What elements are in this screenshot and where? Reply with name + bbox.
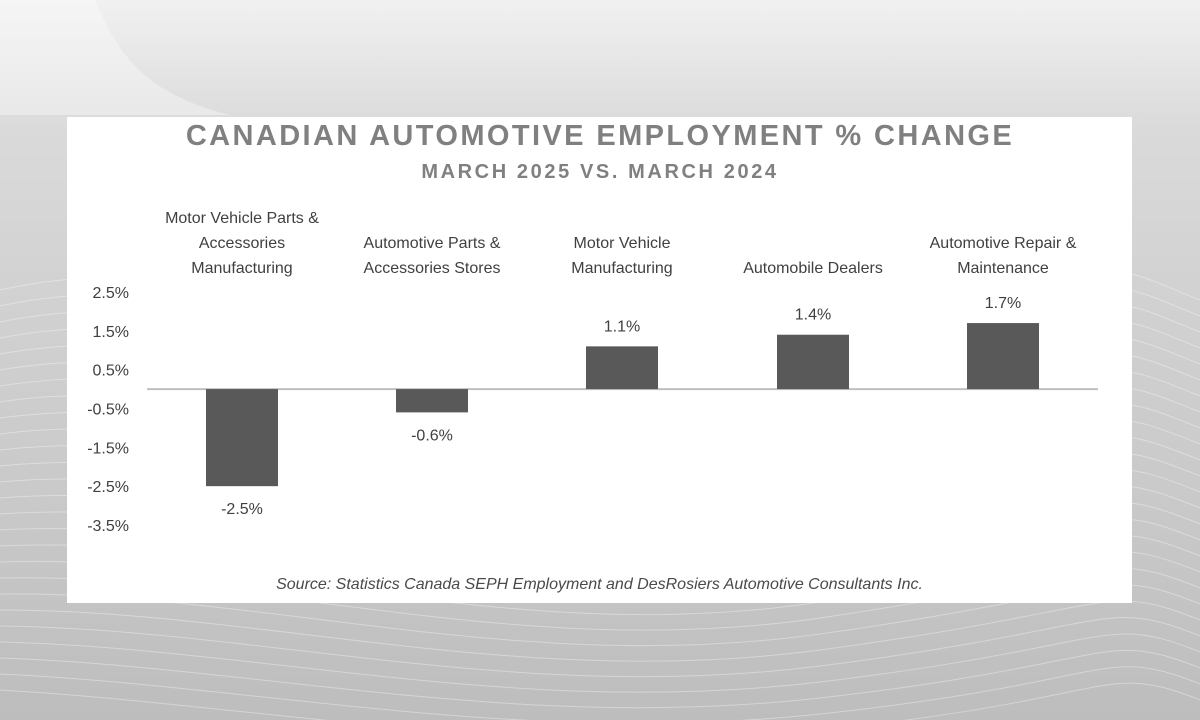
background-wave-line — [0, 682, 1200, 720]
data-label: -0.6% — [411, 427, 453, 444]
background-wave-line — [0, 666, 1200, 720]
data-label: -2.5% — [221, 501, 263, 518]
category-label: Motor Vehicle — [574, 235, 671, 252]
bar — [396, 389, 468, 413]
category-label: Automobile Dealers — [743, 260, 883, 277]
chart-subtitle: MARCH 2025 VS. MARCH 2024 — [421, 161, 779, 183]
bar — [967, 323, 1039, 390]
y-tick-label: 2.5% — [93, 285, 129, 302]
category-label: Motor Vehicle Parts & — [165, 210, 319, 227]
bar — [586, 346, 658, 390]
data-label: 1.4% — [795, 307, 831, 324]
bar — [777, 334, 849, 390]
category-label: Accessories Stores — [364, 260, 501, 277]
y-tick-label: 1.5% — [93, 324, 129, 341]
category-label: Maintenance — [957, 260, 1049, 277]
category-label: Accessories — [199, 235, 285, 252]
y-tick-label: -2.5% — [87, 479, 129, 496]
y-tick-label: -0.5% — [87, 402, 129, 419]
y-tick-label: -3.5% — [87, 518, 129, 535]
source-note: Source: Statistics Canada SEPH Employmen… — [276, 576, 923, 593]
bar — [206, 389, 278, 487]
background-wave-line — [0, 617, 1200, 678]
category-label: Automotive Repair & — [930, 235, 1077, 252]
chart-title: CANADIAN AUTOMOTIVE EMPLOYMENT % CHANGE — [185, 120, 1015, 152]
y-tick-label: -1.5% — [87, 440, 129, 457]
data-label: 1.7% — [985, 295, 1021, 312]
background-glow — [0, 0, 230, 115]
category-label: Manufacturing — [191, 260, 292, 277]
background-wave-line — [0, 649, 1200, 709]
category-label: Automotive Parts & — [364, 235, 501, 252]
category-label: Manufacturing — [571, 260, 672, 277]
y-tick-label: 0.5% — [93, 363, 129, 380]
background-wave-line — [0, 633, 1200, 693]
data-label: 1.1% — [604, 318, 640, 335]
